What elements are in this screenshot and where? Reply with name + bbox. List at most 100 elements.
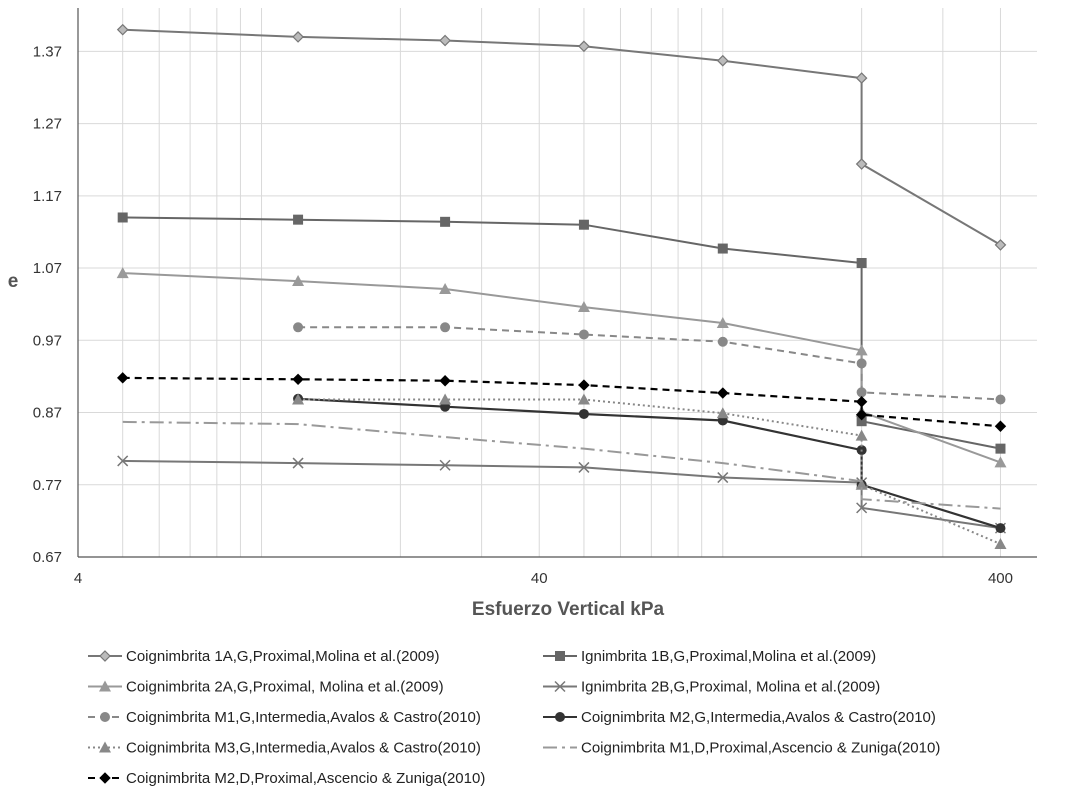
- y-tick-label: 1.37: [33, 43, 62, 60]
- series-marker: [292, 275, 305, 287]
- legend-item: Coignimbrita M3,G,Intermedia,Avalos & Ca…: [88, 740, 481, 757]
- series-marker: [116, 267, 129, 279]
- series-marker: [440, 216, 451, 227]
- legend-label: Ignimbrita 1B,G,Proximal,Molina et al.(2…: [581, 648, 876, 665]
- series-marker: [994, 456, 1007, 468]
- series-marker: [994, 537, 1007, 549]
- series-marker: [577, 393, 590, 405]
- legend-label: Ignimbrita 2B,G,Proximal, Molina et al.(…: [581, 679, 880, 696]
- series-marker: [717, 387, 729, 399]
- x-tick-labels: 4 40 400: [74, 570, 1013, 587]
- y-tick-labels: 0.67 0.77 0.87 0.97 1.07 1.17 1.27 1.37: [33, 43, 62, 566]
- series-marker: [578, 219, 589, 230]
- series-marker: [717, 336, 728, 347]
- legend-item: Coignimbrita M2,D,Proximal,Ascencio & Zu…: [88, 770, 485, 787]
- series-marker: [995, 443, 1006, 454]
- series-marker: [439, 283, 452, 295]
- series-marker: [716, 407, 729, 419]
- series-marker: [855, 72, 868, 84]
- series-marker: [994, 239, 1007, 251]
- series-marker: [578, 461, 590, 473]
- series-marker: [555, 712, 565, 722]
- legend-label: Coignimbrita M3,G,Intermedia,Avalos & Ca…: [126, 740, 481, 757]
- series-marker: [555, 651, 565, 661]
- series-marker: [99, 741, 111, 753]
- series-marker: [117, 212, 128, 223]
- series-marker: [856, 416, 867, 427]
- legend-item: Coignimbrita M1,G,Intermedia,Avalos & Ca…: [88, 709, 481, 726]
- series-marker: [292, 31, 304, 43]
- series-marker: [117, 455, 129, 467]
- x-tick-label: 40: [531, 570, 548, 587]
- series-marker: [716, 316, 729, 328]
- legend-item: Coignimbrita M2,G,Intermedia,Avalos & Ca…: [543, 709, 936, 726]
- legend-label: Coignimbrita 2A,G,Proximal, Molina et al…: [126, 679, 444, 696]
- series-marker: [293, 214, 304, 225]
- series-marker: [99, 680, 111, 692]
- series-marker: [717, 243, 728, 254]
- x-tick-label: 4: [74, 570, 82, 587]
- series-marker: [554, 680, 566, 693]
- series-marker: [578, 40, 590, 53]
- y-tick-label: 0.67: [33, 549, 62, 566]
- legend-label: Coignimbrita M2,D,Proximal,Ascencio & Zu…: [126, 770, 485, 787]
- x-tick-label: 400: [988, 570, 1013, 587]
- series-marker: [100, 712, 110, 722]
- series-marker: [293, 322, 304, 333]
- series-marker: [856, 257, 867, 268]
- y-tick-label: 1.07: [33, 260, 62, 277]
- series: [292, 393, 1007, 549]
- legend-item: Ignimbrita 2B,G,Proximal, Molina et al.(…: [543, 679, 880, 696]
- series-line: [122, 459, 1001, 530]
- series-marker: [577, 301, 590, 313]
- series-marker: [439, 393, 452, 405]
- series-marker: [716, 54, 729, 67]
- series-marker: [578, 379, 590, 391]
- legend-item: Coignimbrita 2A,G,Proximal, Molina et al…: [88, 679, 444, 696]
- y-tick-label: 1.17: [33, 188, 62, 205]
- series: [116, 267, 1007, 468]
- series-marker: [855, 158, 868, 170]
- series-marker: [439, 34, 451, 47]
- series-marker: [292, 393, 305, 405]
- series-marker: [856, 387, 867, 398]
- series-marker: [99, 650, 111, 662]
- series-marker: [116, 372, 129, 384]
- series-marker: [995, 523, 1006, 534]
- series-line: [122, 420, 1001, 510]
- series-marker: [578, 329, 589, 340]
- legend-label: Coignimbrita M2,G,Intermedia,Avalos & Ca…: [581, 709, 936, 726]
- series-marker: [995, 394, 1006, 405]
- legend-label: Coignimbrita M1,G,Intermedia,Avalos & Ca…: [126, 709, 481, 726]
- y-tick-label: 0.77: [33, 477, 62, 494]
- series-marker: [855, 344, 868, 356]
- series: [116, 23, 1007, 251]
- series-marker: [116, 23, 129, 36]
- series-line: [122, 272, 1001, 464]
- y-tick-label: 0.97: [33, 332, 62, 349]
- y-axis-label: e: [8, 271, 19, 292]
- series-marker: [856, 358, 867, 369]
- series-lines: [116, 23, 1007, 549]
- series: [117, 455, 1007, 534]
- series-line: [122, 28, 1002, 246]
- series-marker: [439, 375, 451, 387]
- legend-item: Coignimbrita 1A,G,Proximal,Molina et al.…: [88, 648, 439, 665]
- series-marker: [855, 429, 868, 441]
- series-marker: [99, 772, 111, 784]
- legend-item: Ignimbrita 1B,G,Proximal,Molina et al.(2…: [543, 648, 876, 665]
- series-marker: [855, 478, 868, 490]
- y-tick-label: 1.27: [33, 116, 62, 133]
- series: [293, 322, 1006, 405]
- series-marker: [292, 457, 304, 469]
- series-marker: [292, 373, 304, 386]
- series-marker: [855, 408, 868, 421]
- series-line: [298, 326, 1001, 401]
- series-marker: [440, 322, 451, 333]
- series: [116, 372, 1007, 432]
- series-marker: [856, 502, 868, 514]
- legend-item: Coignimbrita M1,D,Proximal,Ascencio & Zu…: [543, 740, 940, 757]
- series: [122, 420, 1001, 510]
- series-marker: [855, 395, 868, 408]
